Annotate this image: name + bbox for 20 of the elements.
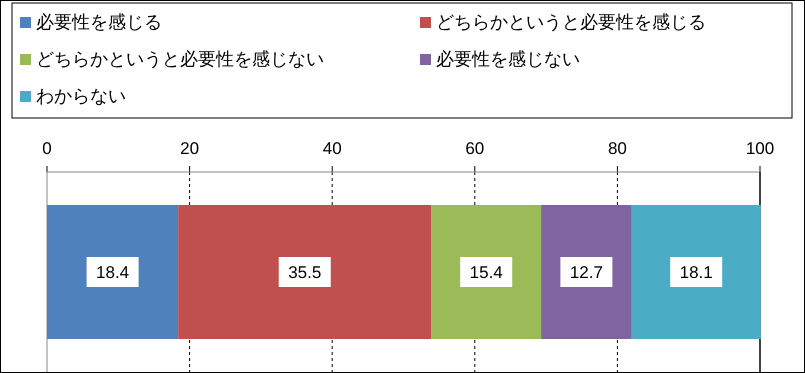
data-label: 18.1: [680, 263, 713, 282]
x-tick-label: 80: [608, 139, 627, 158]
legend-label: どちらかというと必要性を感じる: [436, 12, 706, 32]
bar: [431, 205, 542, 339]
data-label: 15.4: [470, 263, 503, 282]
x-tick-label: 20: [180, 139, 200, 158]
x-tick-label: 100: [746, 139, 774, 158]
data-label: 35.5: [288, 263, 322, 282]
x-tick-label: 60: [465, 139, 484, 158]
x-tick-label: 40: [322, 139, 342, 158]
data-label: 12.7: [570, 263, 603, 282]
legend-label: 必要性を感じない: [436, 49, 580, 69]
bar: [632, 205, 761, 339]
x-tick-label: 0: [42, 139, 52, 158]
bar: [47, 205, 178, 339]
legend-label: どちらかというと必要性を感じない: [36, 49, 324, 69]
legend-label: わからない: [36, 86, 126, 106]
bar: [178, 205, 432, 339]
legend-label: 必要性を感じる: [36, 12, 162, 32]
data-label: 18.4: [96, 263, 130, 282]
